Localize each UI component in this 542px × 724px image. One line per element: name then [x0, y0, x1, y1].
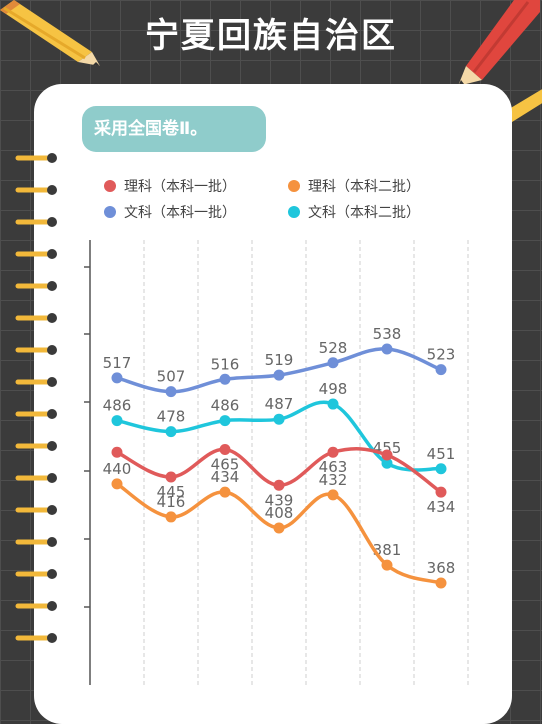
legend-dot — [104, 180, 116, 192]
data-point — [219, 486, 231, 498]
data-point — [219, 443, 231, 455]
page-title: 宁夏回族自治区 — [145, 16, 397, 56]
legend-item-li-er: 理科（本科二批） — [288, 176, 420, 196]
binder-ring — [15, 153, 57, 163]
data-point — [381, 343, 393, 355]
binder-ring — [15, 633, 57, 643]
data-point — [381, 457, 393, 469]
data-label: 465 — [211, 455, 240, 473]
binder-ring — [15, 569, 57, 579]
data-point — [381, 559, 393, 571]
legend-label: 文科（本科一批） — [124, 205, 236, 221]
data-label: 519 — [265, 351, 294, 369]
data-label: 523 — [427, 346, 456, 364]
pencil-left-icon — [0, 0, 100, 66]
legend-item-wen-yi: 文科（本科一批） — [104, 202, 236, 222]
binder-ring — [15, 505, 57, 515]
data-label: 368 — [427, 559, 456, 577]
binder-ring — [15, 281, 57, 291]
data-label: 416 — [157, 493, 186, 511]
data-label: 408 — [265, 504, 294, 522]
data-point — [165, 471, 177, 483]
data-point — [327, 357, 339, 369]
data-point — [435, 577, 447, 589]
data-point — [165, 426, 177, 438]
data-point — [165, 386, 177, 398]
data-label: 507 — [157, 368, 186, 386]
data-label: 445 — [157, 483, 186, 501]
binder-rings — [15, 153, 57, 643]
legend-label: 文科（本科二批） — [308, 205, 420, 221]
data-label: 434 — [427, 498, 456, 516]
binder-ring — [15, 377, 57, 387]
data-point — [327, 489, 339, 501]
data-point — [327, 446, 339, 458]
data-label: 432 — [319, 471, 348, 489]
binder-ring — [15, 473, 57, 483]
legend-label: 理科（本科二批） — [308, 179, 420, 195]
data-point — [381, 449, 393, 461]
data-point — [273, 479, 285, 491]
legend-dot — [104, 206, 116, 218]
data-label: 439 — [265, 491, 294, 509]
data-label: 486 — [103, 397, 132, 415]
data-point — [327, 398, 339, 410]
data-label: 487 — [265, 395, 294, 413]
data-label: 517 — [103, 354, 132, 372]
legend-label: 理科（本科一批） — [124, 179, 236, 195]
data-label: 538 — [373, 325, 402, 343]
data-label: 528 — [319, 339, 348, 357]
data-point — [273, 369, 285, 381]
data-label: 478 — [157, 408, 186, 426]
data-label: 498 — [319, 380, 348, 398]
data-point — [219, 415, 231, 427]
binder-ring — [15, 601, 57, 611]
binder-ring — [15, 537, 57, 547]
data-point — [111, 478, 123, 490]
data-label: 516 — [211, 355, 240, 373]
binder-ring — [15, 249, 57, 259]
subtitle-banner: 采用全国卷Ⅱ。 — [82, 106, 266, 152]
data-label: 463 — [319, 458, 348, 476]
data-point — [219, 373, 231, 385]
binder-ring — [15, 313, 57, 323]
legend-item-wen-er: 文科（本科二批） — [288, 202, 420, 222]
data-point — [273, 413, 285, 425]
data-point — [111, 372, 123, 384]
binder-ring — [15, 409, 57, 419]
data-point — [273, 522, 285, 534]
data-point — [165, 511, 177, 523]
binder-ring — [15, 185, 57, 195]
data-label: 434 — [211, 468, 240, 486]
data-point — [111, 446, 123, 458]
data-point — [111, 415, 123, 427]
data-label: 440 — [103, 460, 132, 478]
binder-ring — [15, 345, 57, 355]
data-point — [435, 364, 447, 376]
data-label: 486 — [211, 397, 240, 415]
legend-item-li-yi: 理科（本科一批） — [104, 176, 236, 196]
legend-dot — [288, 206, 300, 218]
legend-dot — [288, 180, 300, 192]
binder-ring — [15, 441, 57, 451]
data-point — [435, 463, 447, 475]
binder-ring — [15, 217, 57, 227]
data-label: 451 — [427, 445, 456, 463]
data-point — [435, 486, 447, 498]
